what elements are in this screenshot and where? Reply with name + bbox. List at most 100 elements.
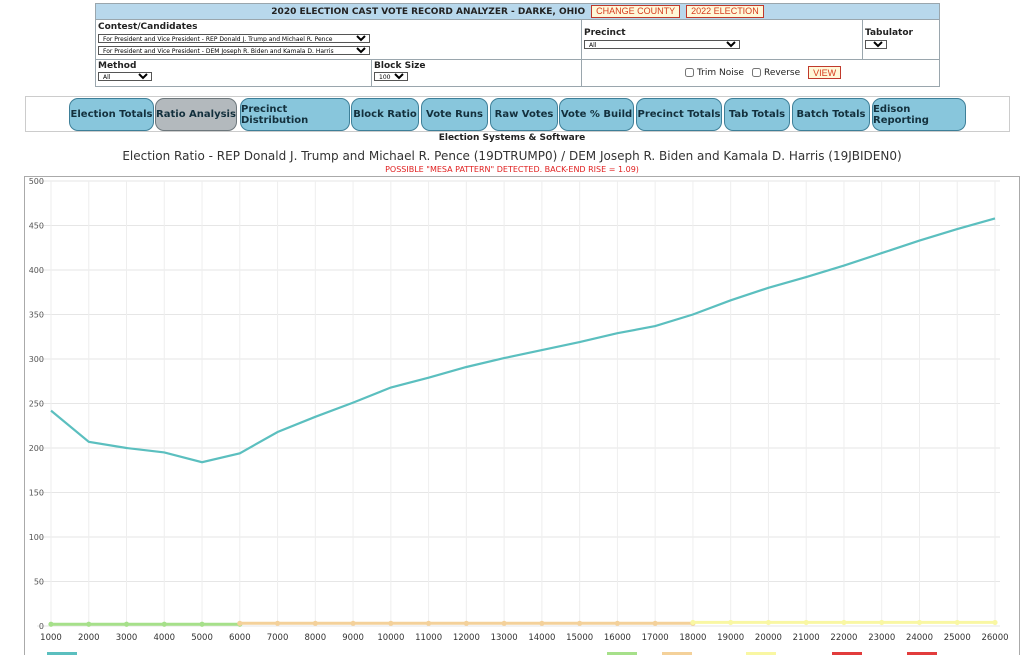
x-tick-label: 7000 (267, 633, 289, 643)
x-tick-label: 24000 (906, 633, 933, 643)
data-point (539, 620, 545, 626)
data-point (728, 619, 734, 626)
x-tick-label: 14000 (528, 633, 555, 643)
blocksize-section: Block Size 1000 (374, 61, 426, 82)
y-tick-label: 100 (29, 533, 44, 542)
x-tick-label: 20000 (755, 633, 782, 643)
tab-precinct-totals[interactable]: Precinct Totals (636, 98, 722, 131)
x-tick-label: 17000 (642, 633, 669, 643)
x-tick-label: 25000 (944, 633, 971, 643)
x-tick-label: 18000 (679, 633, 706, 643)
x-tick-label: 26000 (981, 633, 1008, 643)
tabulator-section: Tabulator All (865, 28, 913, 50)
view-button[interactable]: VIEW (808, 66, 842, 79)
reverse-toggle[interactable]: Reverse (751, 67, 801, 78)
y-tick-label: 200 (29, 444, 44, 453)
other-election-button[interactable]: 2022 ELECTION (686, 5, 764, 18)
tab-tab-totals[interactable]: Tab Totals (724, 98, 790, 131)
data-point (161, 621, 167, 627)
tab-ratio-analysis[interactable]: Ratio Analysis (155, 98, 237, 131)
divider (371, 59, 372, 87)
series-3 (690, 619, 998, 626)
data-point (765, 619, 772, 626)
y-tick-label: 300 (29, 355, 44, 364)
tab-precinct-distribution[interactable]: Precinct Distribution (240, 98, 350, 131)
legend-swatch (607, 652, 637, 655)
legend-swatch (47, 652, 77, 655)
data-point (237, 620, 243, 626)
reverse-label: Reverse (763, 67, 801, 78)
method-label: Method (98, 61, 137, 71)
tabulator-select[interactable]: All (865, 40, 887, 49)
data-point (426, 620, 432, 626)
vendor-label: Election Systems & Software (438, 133, 586, 143)
x-tick-label: 1000 (40, 633, 62, 643)
legend-swatch (662, 652, 692, 655)
data-point (274, 620, 281, 626)
data-point (577, 620, 583, 626)
legend-swatch (907, 652, 937, 655)
data-point (803, 619, 809, 626)
tabulator-label: Tabulator (865, 28, 913, 38)
x-tick-label: 16000 (604, 633, 631, 643)
change-county-button[interactable]: CHANGE COUNTY (591, 5, 681, 18)
x-tick-label: 3000 (116, 633, 138, 643)
trim-noise-checkbox[interactable] (685, 68, 694, 77)
data-point (916, 619, 923, 626)
y-tick-label: 400 (29, 266, 44, 275)
control-panel: 2020 ELECTION CAST VOTE RECORD ANALYZER … (95, 3, 940, 87)
trim-noise-toggle[interactable]: Trim Noise (685, 68, 744, 78)
data-point (841, 619, 847, 626)
x-tick-label: 13000 (491, 633, 518, 643)
tab-block-ratio[interactable]: Block Ratio (351, 98, 419, 131)
y-tick-label: 450 (29, 222, 44, 231)
y-tick-label: 500 (29, 177, 44, 186)
data-point (350, 620, 356, 626)
y-tick-label: 350 (29, 311, 44, 320)
data-point (123, 621, 130, 627)
precinct-select[interactable]: All (584, 40, 740, 49)
x-tick-label: 6000 (229, 633, 251, 643)
method-select[interactable]: All (98, 72, 152, 81)
y-tick-label: 150 (29, 489, 44, 498)
data-point (690, 619, 696, 626)
tab-election-totals[interactable]: Election Totals (69, 98, 154, 131)
tab-raw-votes[interactable]: Raw Votes (490, 98, 558, 131)
series-2 (237, 620, 696, 626)
x-tick-label: 15000 (566, 633, 593, 643)
x-tick-label: 9000 (342, 633, 364, 643)
data-point (614, 620, 621, 626)
data-point (388, 620, 394, 626)
x-tick-label: 21000 (793, 633, 820, 643)
contest-select-1[interactable]: For President and Vice President - REP D… (98, 34, 370, 43)
header-bar: 2020 ELECTION CAST VOTE RECORD ANALYZER … (96, 4, 939, 20)
divider (581, 20, 582, 87)
x-tick-label: 2000 (78, 633, 100, 643)
app-title: 2020 ELECTION CAST VOTE RECORD ANALYZER … (271, 6, 586, 17)
x-tick-label: 23000 (868, 633, 895, 643)
chart-frame (24, 176, 1020, 655)
legend-swatch (832, 652, 862, 655)
data-point (312, 620, 318, 626)
blocksize-select[interactable]: 1000 (374, 72, 408, 81)
tab-vote-pct-build[interactable]: Vote % Build (559, 98, 634, 131)
data-point (879, 619, 885, 626)
divider (96, 59, 939, 60)
y-tick-label: 50 (34, 578, 44, 587)
ratio-chart: 0 50 100 150 200 250 300 350 400 450 500 1000 2000 30… (29, 177, 1009, 655)
x-tick-label: 4000 (153, 633, 175, 643)
reverse-checkbox[interactable] (751, 68, 761, 77)
x-tick-label: 22000 (830, 633, 857, 643)
data-point (463, 620, 469, 626)
chart-subtitle: POSSIBLE "MESA PATTERN" DETECTED. BACK-E… (385, 165, 639, 174)
legend-swatch (746, 652, 776, 655)
x-tick-label: 8000 (304, 633, 326, 643)
contest-select-2[interactable]: For President and Vice President - DEM J… (98, 46, 370, 55)
x-tick-label: 11000 (415, 633, 442, 643)
tab-batch-totals[interactable]: Batch Totals (792, 98, 870, 131)
x-tick-label: 19000 (717, 633, 744, 643)
tab-edison-reporting[interactable]: Edison Reporting (872, 98, 966, 131)
x-tick-label: 5000 (191, 633, 213, 643)
precinct-section: Precinct All (584, 28, 740, 50)
tab-vote-runs[interactable]: Vote Runs (421, 98, 488, 131)
